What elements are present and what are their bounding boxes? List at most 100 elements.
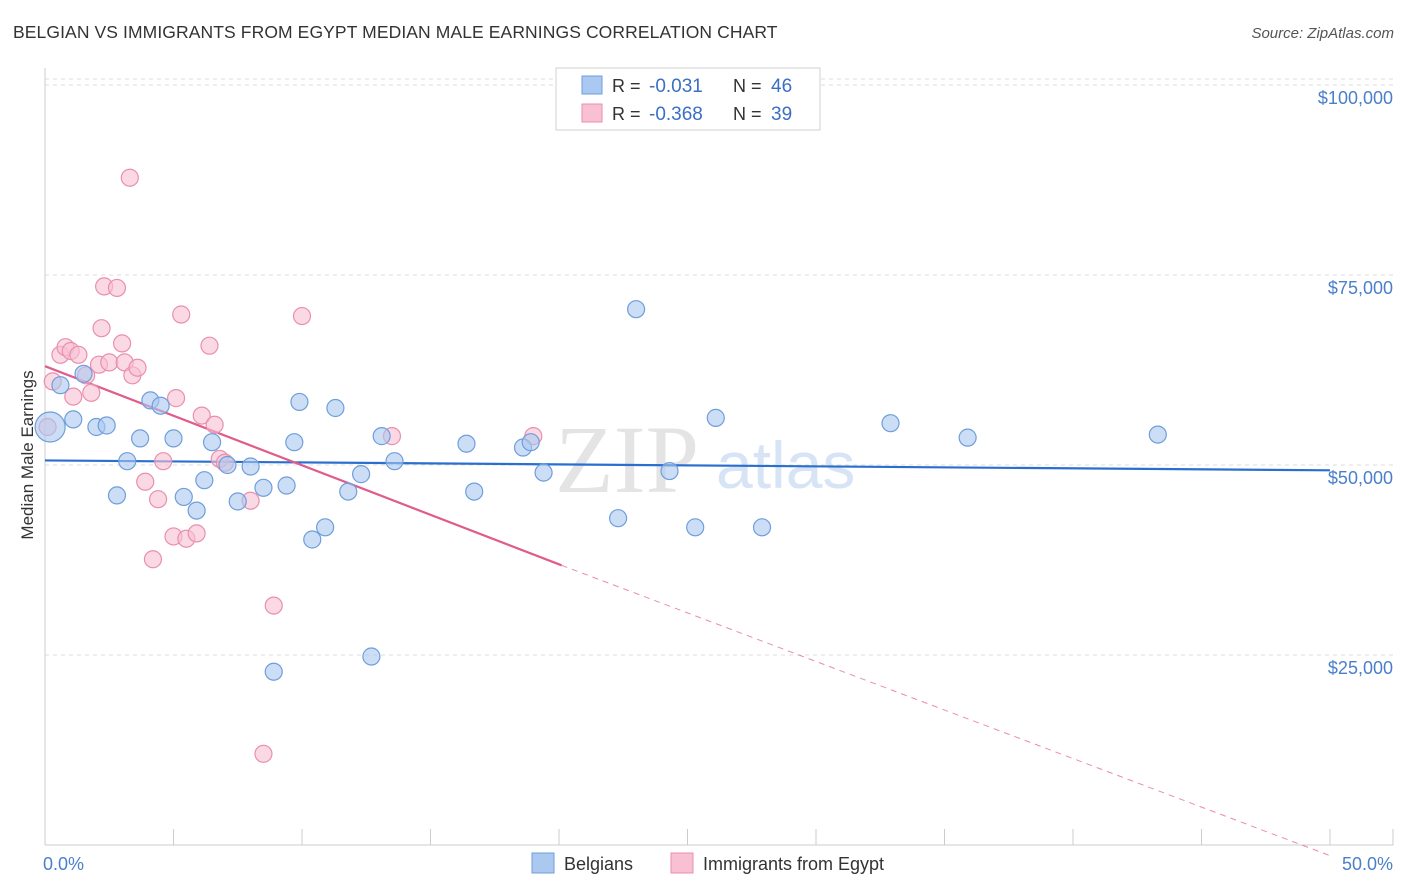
egypt-point [82, 383, 101, 402]
egypt-points [38, 168, 543, 763]
legend-swatch-egypt [581, 103, 603, 123]
belgian-point [107, 486, 127, 505]
egypt-trend-line [44, 365, 562, 567]
egypt-point [64, 387, 83, 406]
egypt-point [107, 278, 127, 298]
bottom-legend-swatch-belgians [531, 852, 555, 874]
belgian-point [881, 414, 900, 433]
egypt-point [120, 168, 139, 187]
belgian-point [118, 452, 137, 471]
series-legend: Belgians Immigrants from Egypt [531, 852, 884, 874]
y-tick-label: $25,000 [1328, 658, 1393, 678]
egypt-point [136, 472, 155, 491]
egypt-point [187, 524, 206, 543]
legend-r-value-belgians: -0.031 [649, 76, 703, 97]
legend-r-label: R = [612, 76, 641, 96]
egypt-point [200, 336, 219, 355]
belgian-point [254, 478, 273, 497]
belgian-point [362, 647, 381, 666]
belgian-point [352, 465, 371, 484]
axes [44, 68, 1394, 846]
belgian-point [97, 416, 116, 435]
belgian-point [706, 408, 725, 427]
belgian-point [534, 463, 553, 482]
belgian-point [64, 410, 83, 429]
egypt-point [264, 596, 283, 615]
belgian-point [626, 300, 646, 319]
belgian-point [465, 482, 484, 501]
legend-swatch-belgians [581, 75, 603, 95]
legend-n-value-belgians: 46 [771, 76, 792, 97]
egypt-point [128, 358, 147, 377]
belgian-point [609, 509, 628, 528]
belgian-point [202, 433, 222, 452]
egypt-point [254, 744, 273, 763]
egypt-point [100, 353, 119, 372]
belgian-point [316, 518, 335, 537]
belgian-point [385, 452, 404, 471]
y-tick-label: $100,000 [1318, 88, 1393, 108]
belgian-point [164, 429, 183, 448]
egypt-point [154, 452, 173, 471]
legend-r-label: R = [612, 104, 641, 124]
belgian-point [372, 427, 391, 446]
egypt-point [143, 550, 163, 569]
belgian-point [241, 457, 260, 476]
correlation-legend: R = -0.031 N = 46 R = -0.368 N = 39 [555, 67, 821, 131]
belgian-point [174, 487, 193, 507]
source-label: Source: ZipAtlas.com [1251, 25, 1394, 42]
belgian-point [326, 398, 345, 418]
x-tick-labels: 0.0% 50.0% [43, 854, 1393, 874]
belgian-point [34, 411, 66, 443]
egypt-point [112, 334, 132, 353]
egypt-trend-extension [561, 564, 1331, 857]
belgian-point [151, 396, 170, 415]
y-tick-label: $75,000 [1328, 278, 1393, 298]
legend-r-value-egypt: -0.368 [649, 104, 703, 125]
belgian-point [339, 482, 358, 501]
egypt-point [172, 305, 191, 324]
x-tick-label: 50.0% [1342, 854, 1393, 874]
belgian-points [34, 300, 1167, 681]
belgian-point [303, 530, 322, 549]
belgian-point [285, 433, 304, 452]
belgian-point [457, 434, 476, 453]
belgian-point [521, 433, 540, 452]
belgian-point [195, 471, 214, 490]
belgian-point [264, 662, 283, 681]
egypt-point [69, 345, 88, 364]
egypt-point [192, 406, 211, 425]
belgian-point [1148, 425, 1167, 444]
y-tick-label: $50,000 [1328, 468, 1393, 488]
belgian-point [228, 492, 247, 511]
y-tick-labels: $25,000 $50,000 $75,000 $100,000 [1318, 88, 1393, 678]
y-axis-title: Median Male Earnings [18, 370, 37, 539]
legend-n-label: N = [733, 76, 762, 96]
egypt-point [92, 319, 111, 338]
belgians-trend-line [44, 459, 1331, 472]
belgian-point [660, 461, 679, 481]
legend-n-label: N = [733, 104, 762, 124]
bottom-legend-swatch-egypt [670, 852, 694, 874]
belgian-point [218, 455, 237, 475]
belgian-point [74, 364, 93, 383]
gridlines [45, 78, 1393, 656]
egypt-point [205, 415, 224, 434]
watermark: ZIP atlas [555, 406, 855, 513]
egypt-point [148, 490, 168, 509]
belgian-point [187, 501, 206, 520]
watermark-zip: ZIP [555, 406, 699, 513]
legend-n-value-egypt: 39 [771, 104, 792, 125]
bottom-legend-label-egypt: Immigrants from Egypt [703, 854, 884, 874]
chart-title: BELGIAN VS IMMIGRANTS FROM EGYPT MEDIAN … [13, 22, 778, 42]
egypt-point [166, 389, 186, 408]
belgian-point [686, 518, 705, 537]
belgian-point [958, 428, 977, 447]
belgian-point [130, 429, 150, 448]
belgian-point [51, 376, 70, 395]
x-tick-label: 0.0% [43, 854, 84, 874]
bottom-legend-label-belgians: Belgians [564, 854, 633, 874]
belgian-point [752, 518, 772, 537]
belgian-point [290, 392, 309, 412]
